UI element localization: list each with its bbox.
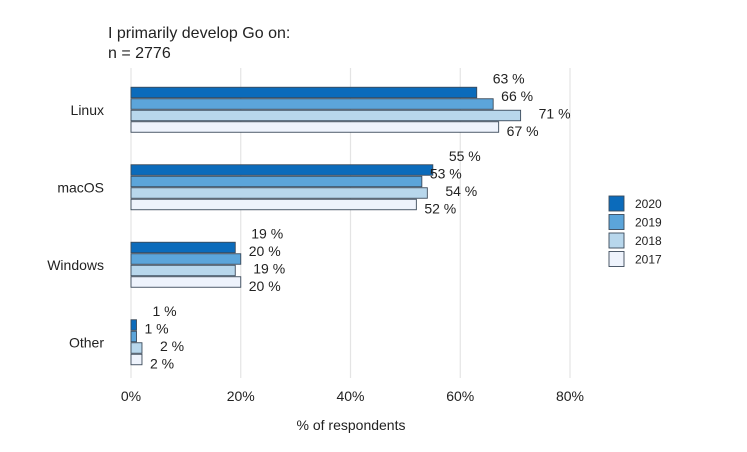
- data-label: 71 %: [539, 105, 571, 121]
- legend-label: 2019: [635, 216, 662, 230]
- x-tick-label: 0%: [121, 388, 141, 404]
- data-label: 55 %: [449, 148, 481, 164]
- category-label: Other: [69, 334, 104, 350]
- data-label: 1 %: [152, 303, 176, 319]
- category-label: Windows: [47, 257, 104, 273]
- data-label: 20 %: [249, 278, 281, 294]
- x-tick-label: 60%: [446, 388, 474, 404]
- category-label: Linux: [71, 102, 104, 118]
- data-label: 52 %: [424, 200, 456, 216]
- chart-title: I primarily develop Go on:: [108, 25, 290, 42]
- data-label: 2 %: [160, 338, 184, 354]
- data-label: 67 %: [507, 123, 539, 139]
- x-tick-label: 40%: [336, 388, 364, 404]
- bar: [130, 241, 236, 254]
- category-labels: Linux macOS Windows Other: [47, 102, 104, 351]
- legend-label: 2018: [635, 234, 662, 248]
- bar: [130, 175, 423, 188]
- bar: [130, 98, 494, 110]
- bar: [130, 121, 500, 133]
- legend: 2020 2019 2018 2017: [608, 195, 662, 267]
- bar: [130, 264, 236, 277]
- bar: [130, 276, 242, 288]
- bar: [130, 198, 417, 211]
- x-tick-label: 80%: [556, 388, 584, 404]
- bar: [130, 109, 522, 122]
- bar: [130, 253, 242, 265]
- x-tick-labels: 0% 20% 40% 60% 80%: [121, 388, 584, 404]
- legend-swatch: [608, 195, 625, 212]
- data-label: 19 %: [251, 225, 283, 241]
- legend-label: 2020: [635, 197, 662, 211]
- bar: [130, 330, 137, 343]
- data-label: 63 %: [493, 70, 525, 86]
- data-label: 54 %: [445, 183, 477, 199]
- bar: [130, 164, 434, 176]
- bars: [130, 86, 522, 366]
- legend-label: 2017: [635, 253, 662, 267]
- legend-swatch: [608, 214, 625, 230]
- chart-subtitle: n = 2776: [108, 45, 171, 62]
- data-label: 19 %: [253, 260, 285, 276]
- data-label: 66 %: [501, 88, 533, 104]
- legend-swatch: [608, 251, 625, 267]
- x-tick-label: 20%: [227, 388, 255, 404]
- data-label: 20 %: [249, 243, 281, 259]
- bar: [130, 86, 478, 99]
- bar: [130, 342, 143, 354]
- data-label: 2 %: [150, 355, 174, 371]
- bar: [130, 353, 143, 366]
- x-axis-label: % of respondents: [297, 417, 406, 433]
- bar: [130, 319, 137, 331]
- bar: [130, 187, 428, 199]
- data-labels: 63 %66 %71 %67 %55 %53 %54 %52 %19 %20 %…: [144, 70, 570, 371]
- legend-swatch: [608, 232, 625, 249]
- category-label: macOS: [57, 179, 104, 195]
- data-label: 1 %: [144, 320, 168, 336]
- data-label: 53 %: [430, 165, 462, 181]
